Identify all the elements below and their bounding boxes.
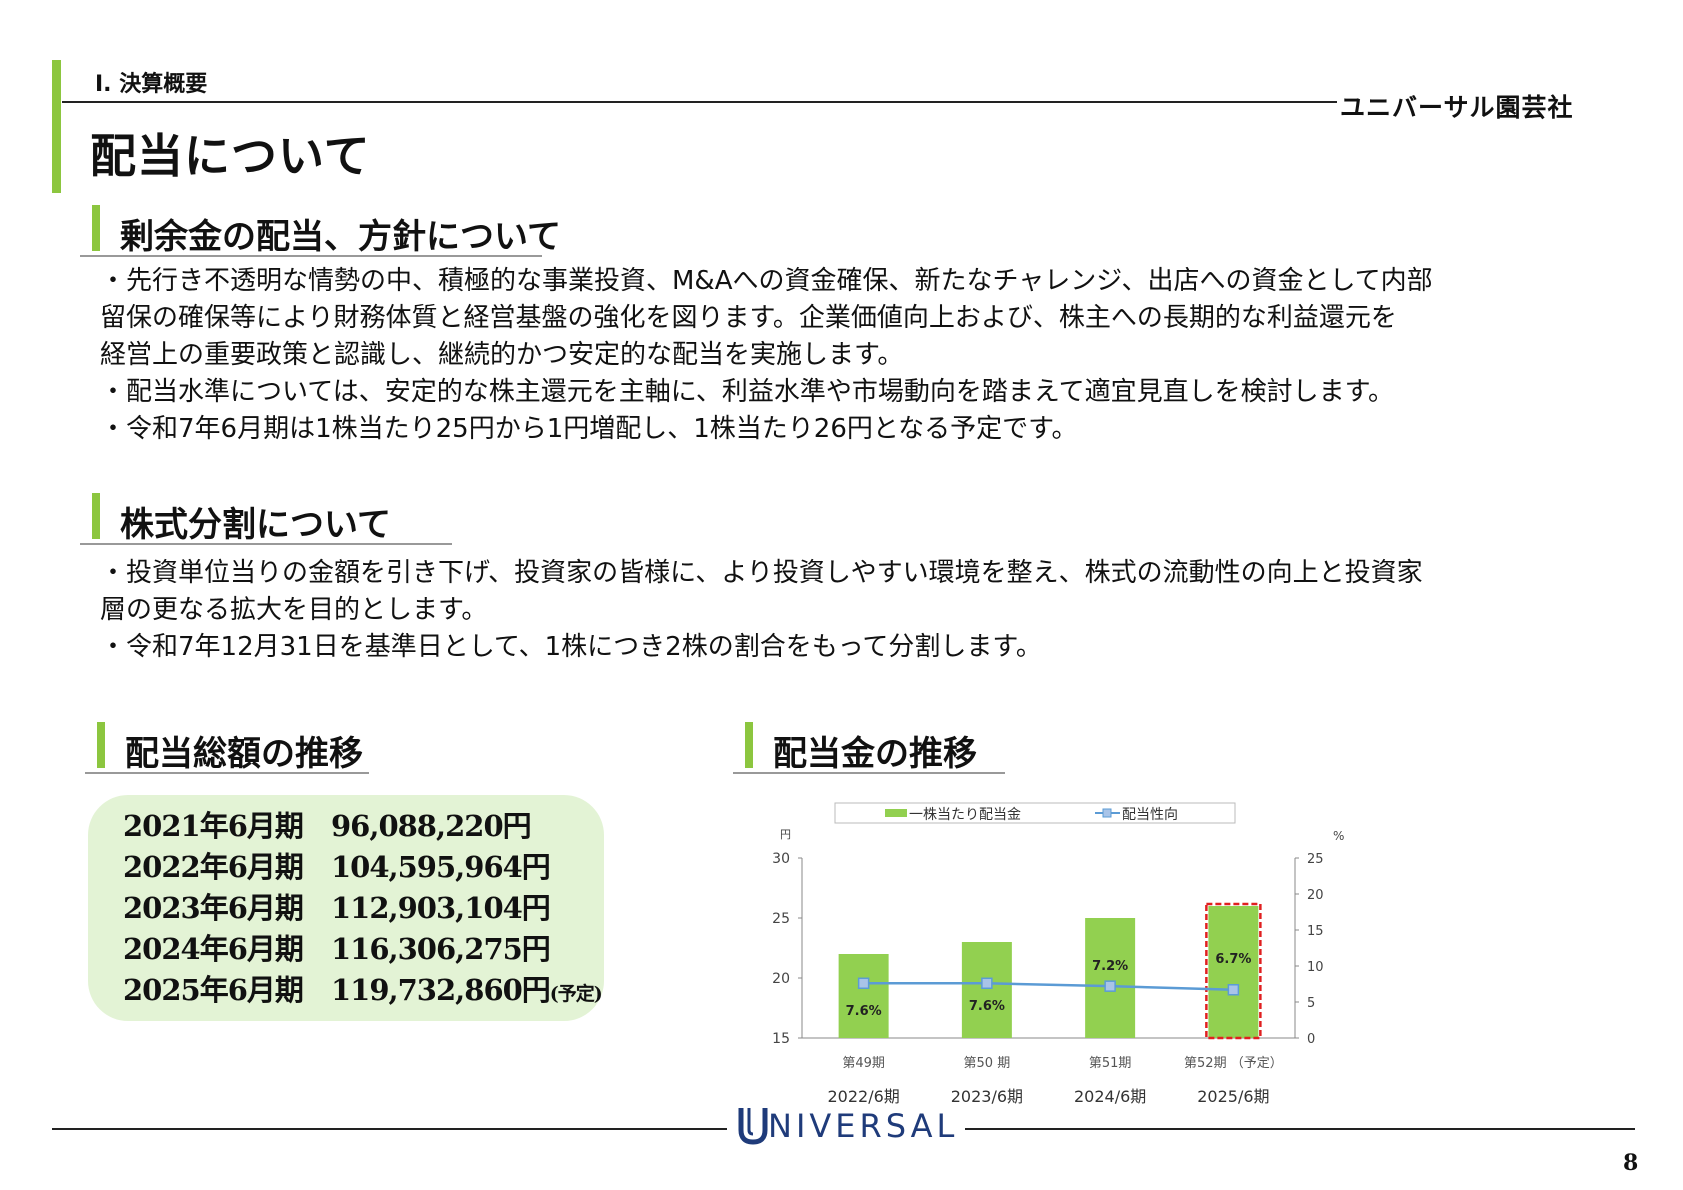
legend-line-label: 配当性向 — [1122, 807, 1178, 823]
data-label: 7.2% — [1092, 959, 1128, 974]
surplus-line: ・配当水準については、安定的な株主還元を主軸に、利益水準や市場動向を踏まえて適宜… — [100, 377, 1395, 407]
total-row: 2023年6月期 112,903,104円 — [123, 885, 551, 927]
heading-underline — [733, 772, 1005, 774]
total-amount: 104,595,964円 — [331, 850, 551, 884]
section-label: Ⅰ. 決算概要 — [95, 72, 208, 97]
footer-divider-left — [52, 1128, 727, 1130]
total-row: 2022年6月期 104,595,964円 — [123, 844, 551, 886]
split-line: ・令和7年12月31日を基準日として、1株につき2株の割合をもって分割します。 — [100, 632, 1042, 662]
total-amount: 116,306,275円 — [331, 932, 551, 966]
data-label: 6.7% — [1215, 952, 1251, 967]
surplus-text: ・先行き不透明な情勢の中、積極的な事業投資、M&Aへの資金確保、新たなチャレンジ… — [100, 263, 1433, 448]
payout-ratio-line — [863, 982, 1234, 992]
payout-ratio-point — [981, 977, 993, 990]
right-tick-label: 10 — [1307, 960, 1324, 975]
total-note: (予定) — [549, 983, 603, 1005]
total-period: 2024年6月期 — [123, 932, 304, 966]
split-heading: 株式分割について — [120, 505, 391, 545]
heading-marker — [92, 205, 100, 251]
surplus-line: ・令和7年6月期は1株当たり25円から1円増配し、1株当たり26円となる予定です… — [100, 414, 1078, 444]
payout-ratio-point — [1104, 980, 1116, 992]
total-amount: 119,732,860円 — [331, 973, 551, 1007]
dividend-bar — [1208, 906, 1259, 1038]
heading-marker — [745, 722, 753, 768]
total-dividend-box: 2021年6月期 96,088,220円 2022年6月期 104,595,964円… — [88, 795, 604, 1021]
company-name: ユニバーサル園芸社 — [1340, 93, 1574, 122]
total-amount: 96,088,220円 — [331, 809, 532, 843]
payout-ratio-point — [857, 977, 870, 990]
period-label: 2025/6期 — [1197, 1087, 1269, 1106]
left-tick-label: 15 — [772, 1031, 790, 1047]
legend-box — [834, 802, 1236, 824]
surplus-line: ・先行き不透明な情勢の中、積極的な事業投資、M&Aへの資金確保、新たなチャレンジ… — [100, 266, 1433, 296]
title-accent-bar — [52, 60, 61, 193]
period-label: 2022/6期 — [827, 1087, 899, 1106]
heading-marker — [92, 493, 100, 539]
data-label: 7.6% — [969, 999, 1005, 1014]
split-line: ・投資単位当りの金額を引き下げ、投資家の皆様に、より投資しやすい環境を整え、株式… — [100, 558, 1423, 588]
page-title: 配当について — [90, 129, 371, 183]
left-tick-label: 25 — [772, 911, 790, 927]
heading-underline — [80, 543, 452, 545]
dividend-bar — [961, 942, 1012, 1038]
legend-bar-swatch — [885, 809, 907, 817]
dividend-heading: 配当金の推移 — [773, 734, 977, 774]
category-label: 第51期 — [1089, 1056, 1132, 1071]
logo-text: NIVERSAL — [768, 1107, 959, 1145]
total-period: 2021年6月期 — [123, 809, 304, 843]
left-axis-unit: 円 — [780, 828, 791, 841]
period-label: 2023/6期 — [951, 1087, 1023, 1106]
universal-logo-icon — [738, 1108, 768, 1145]
total-period: 2023年6月期 — [123, 891, 304, 925]
total-period: 2025年6月期 — [123, 973, 304, 1007]
total-row: 2021年6月期 96,088,220円 — [123, 803, 532, 845]
surplus-line: 留保の確保等により財務体質と経営基盤の強化を図ります。企業価値向上および、株主へ… — [100, 303, 1397, 333]
dividend-bar — [838, 954, 889, 1038]
split-line: 層の更なる拡大を目的とします。 — [100, 595, 488, 625]
category-label: 第52期 （予定） — [1184, 1056, 1283, 1071]
legend-bar-label: 一株当たり配当金 — [909, 807, 1021, 823]
left-tick-label: 30 — [772, 851, 790, 867]
total-row: 2024年6月期 116,306,275円 — [123, 926, 551, 968]
total-row: 2025年6月期 119,732,860円(予定) — [123, 967, 603, 1009]
page-number: 8 — [1623, 1150, 1639, 1176]
data-label: 7.6% — [846, 1004, 882, 1019]
dividend-bar — [1085, 918, 1136, 1038]
surplus-line: 経営上の重要政策と認識し、継続的かつ安定的な配当を実施します。 — [100, 340, 904, 370]
header-divider — [62, 101, 1337, 103]
right-tick-label: 20 — [1307, 888, 1324, 903]
payout-ratio-point — [1227, 984, 1240, 996]
split-text: ・投資単位当りの金額を引き下げ、投資家の皆様に、より投資しやすい環境を整え、株式… — [100, 555, 1423, 666]
right-tick-label: 5 — [1307, 996, 1315, 1011]
left-tick-label: 20 — [772, 971, 790, 987]
right-tick-label: 0 — [1307, 1032, 1315, 1047]
category-label: 第50 期 — [964, 1056, 1011, 1071]
heading-underline — [80, 255, 542, 257]
legend-line-marker — [1102, 808, 1112, 818]
forecast-highlight-frame — [1205, 902, 1262, 1040]
footer-divider-right — [965, 1128, 1635, 1130]
surplus-heading: 剰余金の配当、方針について — [120, 217, 561, 257]
total-heading: 配当総額の推移 — [125, 734, 363, 774]
heading-marker — [97, 722, 105, 768]
period-label: 2024/6期 — [1074, 1087, 1146, 1106]
total-period: 2022年6月期 — [123, 850, 304, 884]
right-tick-label: 15 — [1307, 924, 1324, 939]
right-axis-unit: % — [1333, 829, 1344, 843]
category-label: 第49期 — [842, 1056, 885, 1071]
heading-underline — [85, 772, 369, 774]
total-amount: 112,903,104円 — [331, 891, 551, 925]
right-tick-label: 25 — [1307, 852, 1324, 867]
